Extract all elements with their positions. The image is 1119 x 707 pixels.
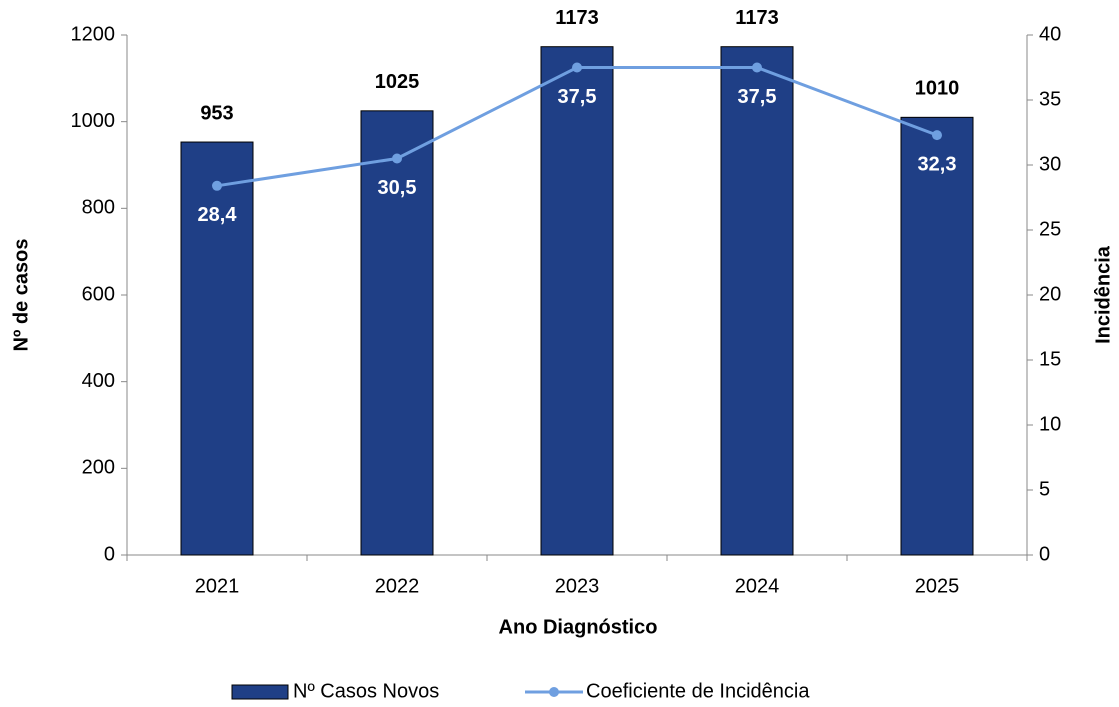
line-value-label: 30,5 bbox=[378, 177, 417, 199]
line-point bbox=[392, 153, 402, 164]
bar bbox=[180, 141, 254, 556]
y2-tick-label: 5 bbox=[1039, 478, 1050, 500]
y-axis-title: Nº de casos bbox=[10, 239, 32, 352]
bar bbox=[900, 116, 974, 556]
line-point bbox=[212, 180, 222, 191]
bar bbox=[720, 46, 794, 556]
x-tick-label: 2024 bbox=[735, 575, 780, 597]
bar bbox=[360, 110, 434, 556]
y2-tick-label: 15 bbox=[1039, 348, 1061, 370]
line-value-label: 37,5 bbox=[738, 86, 777, 108]
y2-tick-label: 30 bbox=[1039, 153, 1061, 175]
y-tick-label: 1000 bbox=[71, 110, 116, 132]
y2-tick-label: 25 bbox=[1039, 218, 1061, 240]
legend-swatch-point bbox=[549, 687, 559, 697]
x-axis-title: Ano Diagnóstico bbox=[499, 616, 658, 638]
y-tick-label: 1200 bbox=[71, 23, 116, 45]
x-tick-label: 2021 bbox=[195, 575, 240, 597]
line-value-label: 37,5 bbox=[558, 86, 597, 108]
line-value-label: 32,3 bbox=[918, 153, 957, 175]
legend-swatch bbox=[231, 684, 289, 700]
bar-value-label: 1010 bbox=[915, 78, 960, 100]
bar-value-label: 953 bbox=[200, 102, 233, 124]
y2-tick-label: 35 bbox=[1039, 88, 1061, 110]
legend-label: Nº Casos Novos bbox=[293, 680, 439, 702]
line-point bbox=[752, 62, 762, 73]
line-point bbox=[932, 130, 942, 141]
y2-axis-title: Incidência bbox=[1092, 245, 1114, 344]
y-tick-label: 800 bbox=[82, 197, 115, 219]
y-tick-label: 200 bbox=[82, 457, 115, 479]
x-tick-label: 2025 bbox=[915, 575, 960, 597]
y2-tick-label: 0 bbox=[1039, 543, 1050, 565]
y-tick-label: 0 bbox=[104, 543, 115, 565]
bar-value-label: 1173 bbox=[555, 7, 598, 29]
y2-tick-label: 20 bbox=[1039, 283, 1061, 305]
bar bbox=[540, 46, 614, 556]
x-tick-label: 2023 bbox=[555, 575, 600, 597]
y-tick-label: 400 bbox=[82, 370, 115, 392]
y2-tick-label: 10 bbox=[1039, 413, 1061, 435]
line-value-label: 28,4 bbox=[198, 204, 238, 226]
bar-value-label: 1173 bbox=[735, 7, 778, 29]
y2-tick-label: 40 bbox=[1039, 23, 1061, 45]
bar-value-label: 1025 bbox=[375, 71, 420, 93]
legend-label: Coeficiente de Incidência bbox=[586, 680, 810, 702]
line-point bbox=[572, 62, 582, 73]
x-tick-label: 2022 bbox=[375, 575, 420, 597]
y-tick-label: 600 bbox=[82, 283, 115, 305]
